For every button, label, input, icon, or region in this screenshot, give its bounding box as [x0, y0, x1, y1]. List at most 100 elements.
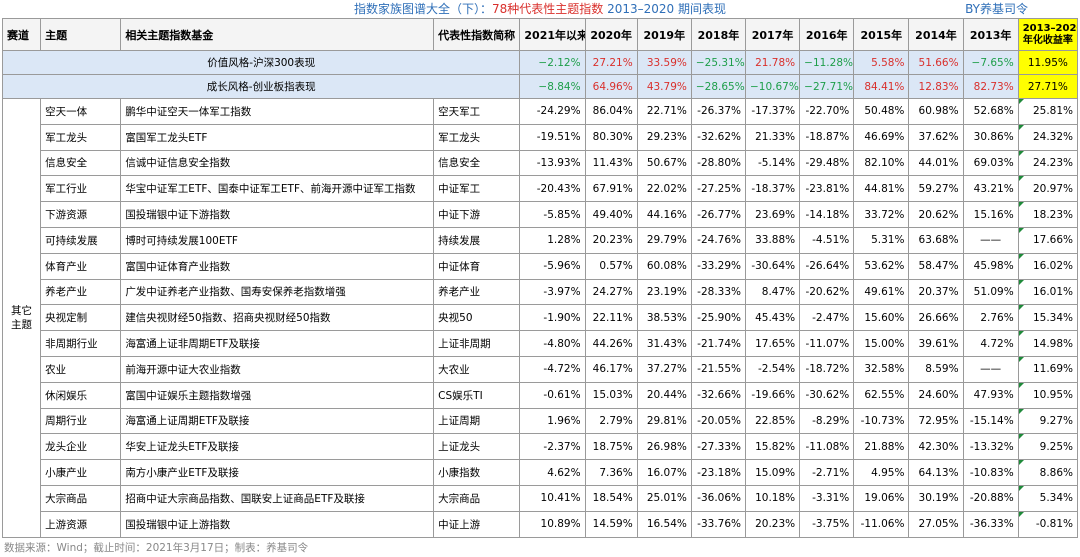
data-row: 信息安全 信诚中证信息安全指数 信息安全 -13.93% 11.43% 50.67% -28… — [3, 149, 1079, 177]
annual-return: 9.25% — [1017, 433, 1079, 461]
return-value: 33.88% — [744, 226, 801, 254]
return-value: 15.82% — [744, 433, 801, 461]
return-value: 21.33% — [744, 123, 801, 151]
return-value: 25.01% — [636, 484, 692, 512]
fund-name: 国投瑞银中证上游指数 — [120, 510, 435, 538]
return-value: -3.75% — [799, 510, 855, 538]
return-value: −10.67% — [744, 74, 801, 99]
return-value: -20.43% — [519, 175, 586, 203]
return-value: -5.85% — [519, 201, 586, 228]
return-value: 84.41% — [853, 74, 910, 99]
fund-name: 国投瑞银中证下游指数 — [120, 201, 435, 228]
annual-return: 11.69% — [1017, 355, 1079, 383]
fund-name: 信诚中证信息安全指数 — [120, 149, 435, 177]
data-row: 可持续发展 博时可持续发展100ETF 持续发展 1.28% 20.23% 29.79% -… — [3, 226, 1079, 254]
return-value: -19.66% — [744, 381, 801, 409]
return-value: -20.88% — [962, 484, 1019, 512]
return-value: 22.02% — [636, 175, 692, 203]
return-value: 15.16% — [962, 201, 1019, 228]
return-value: -20.62% — [799, 278, 855, 306]
column-header: 2015年 — [853, 18, 910, 51]
return-value: -5.96% — [519, 252, 586, 280]
return-value: 10.18% — [744, 484, 801, 512]
fund-name: 广发中证养老产业指数、国寿安保养老指数增强 — [120, 278, 435, 306]
return-value: -21.55% — [690, 355, 747, 383]
fund-name: 招商中证大宗商品指数、国联安上证商品ETF及联接 — [120, 484, 435, 512]
return-value: 16.07% — [636, 459, 692, 486]
return-value: 15.09% — [744, 459, 801, 486]
return-value: 26.98% — [636, 433, 692, 461]
fund-name: 华安上证龙头ETF及联接 — [120, 433, 435, 461]
annual-return: 20.97% — [1017, 175, 1079, 203]
return-value: -28.80% — [690, 149, 747, 177]
title: 指数家族图谱大全（下）：78种代表性主题指数 2013–2020 期间表现 — [0, 0, 1080, 18]
return-value: 47.93% — [962, 381, 1019, 409]
theme: 可持续发展 — [40, 226, 122, 254]
column-header: 相关主题指数基金 — [120, 18, 435, 51]
return-value: 60.08% — [636, 252, 692, 280]
title-part: 2013–2020 期间表现 — [603, 2, 726, 16]
return-value: -18.72% — [799, 355, 855, 383]
return-value: 8.59% — [908, 355, 964, 383]
fund-name: 富国军工龙头ETF — [120, 123, 435, 151]
theme: 周期行业 — [40, 407, 122, 435]
return-value: 10.89% — [519, 510, 586, 538]
fund-name: 富国中证体育产业指数 — [120, 252, 435, 280]
annual-return: 11.95% — [1017, 50, 1079, 75]
return-value: -14.18% — [799, 201, 855, 228]
return-value: 82.73% — [962, 74, 1019, 99]
return-value: 72.95% — [908, 407, 964, 435]
return-value: 30.86% — [962, 123, 1019, 151]
return-value: 16.54% — [636, 510, 692, 538]
return-value: 29.23% — [636, 123, 692, 151]
theme: 下游资源 — [40, 201, 122, 228]
return-value: -5.14% — [744, 149, 801, 177]
return-value: 2.79% — [584, 407, 638, 435]
data-row: 体育产业 富国中证体育产业指数 中证体育 -5.96% 0.57% 60.08% -33.2… — [3, 252, 1079, 280]
return-value: 37.27% — [636, 355, 692, 383]
return-value: -28.33% — [690, 278, 747, 306]
data-row: 非周期行业 海富通上证非周期ETF及联接 上证非周期 -4.80% 44.26% 31.4… — [3, 330, 1079, 357]
return-value: -8.29% — [799, 407, 855, 435]
index-abbr: 持续发展 — [433, 226, 521, 254]
fund-name: 南方小康产业ETF及联接 — [120, 459, 435, 486]
return-value: 1.28% — [519, 226, 586, 254]
return-value: 15.00% — [853, 330, 910, 357]
return-value: 21.88% — [853, 433, 910, 461]
index-abbr: 小康指数 — [433, 459, 521, 486]
return-value: -2.47% — [799, 304, 855, 332]
return-value: 2.76% — [962, 304, 1019, 332]
return-value: −11.28% — [799, 50, 855, 75]
return-value: 31.43% — [636, 330, 692, 357]
return-value: 22.11% — [584, 304, 638, 332]
return-value: 53.62% — [853, 252, 910, 280]
index-abbr: 央视50 — [433, 304, 521, 332]
return-value: −27.71% — [799, 74, 855, 99]
return-value: 44.16% — [636, 201, 692, 228]
theme: 空天一体 — [40, 98, 122, 125]
return-value: -26.37% — [690, 98, 747, 125]
return-value: 37.62% — [908, 123, 964, 151]
return-value: -27.25% — [690, 175, 747, 203]
return-value: 20.23% — [744, 510, 801, 538]
return-value: -25.90% — [690, 304, 747, 332]
return-value: -2.54% — [744, 355, 801, 383]
return-value: 44.01% — [908, 149, 964, 177]
return-value: 59.27% — [908, 175, 964, 203]
index-abbr: 养老产业 — [433, 278, 521, 306]
return-value: 45.43% — [744, 304, 801, 332]
fund-name: 海富通上证周期ETF及联接 — [120, 407, 435, 435]
index-abbr: CS娱乐TI — [433, 381, 521, 409]
theme: 体育产业 — [40, 252, 122, 280]
return-value: 50.48% — [853, 98, 910, 125]
return-value: 24.27% — [584, 278, 638, 306]
theme: 休闲娱乐 — [40, 381, 122, 409]
return-value: 17.65% — [744, 330, 801, 357]
theme: 养老产业 — [40, 278, 122, 306]
return-value: -32.62% — [690, 123, 747, 151]
return-value: 45.98% — [962, 252, 1019, 280]
return-value: -13.93% — [519, 149, 586, 177]
return-value: -17.37% — [744, 98, 801, 125]
return-value: 64.13% — [908, 459, 964, 486]
